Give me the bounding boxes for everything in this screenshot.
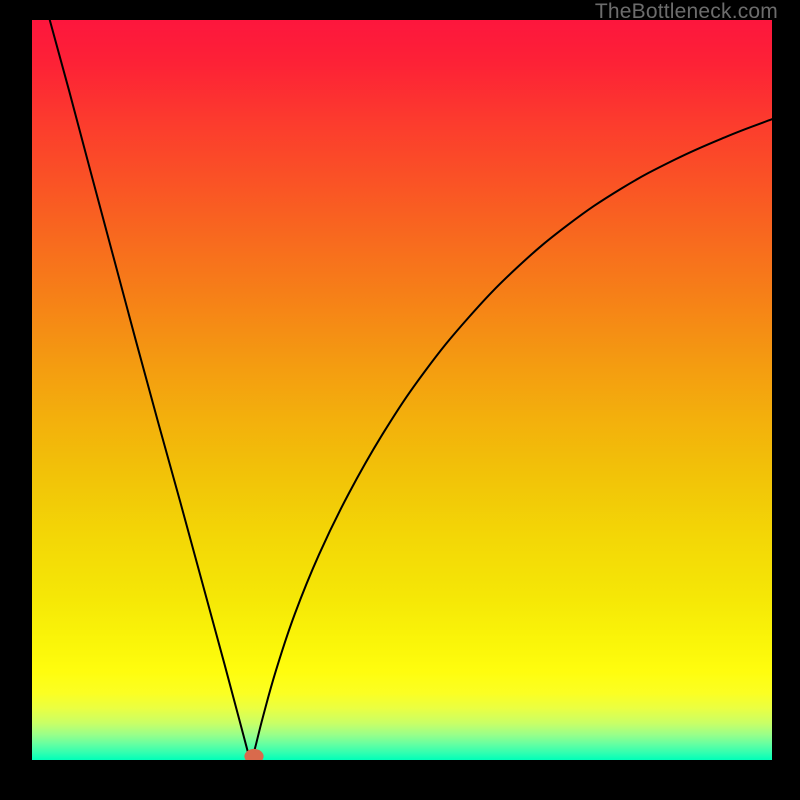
chart-frame: TheBottleneck.com <box>0 0 800 800</box>
plot-area <box>32 20 772 760</box>
watermark-label: TheBottleneck.com <box>595 0 778 24</box>
gradient-background <box>32 20 772 760</box>
plot-svg <box>32 20 772 760</box>
